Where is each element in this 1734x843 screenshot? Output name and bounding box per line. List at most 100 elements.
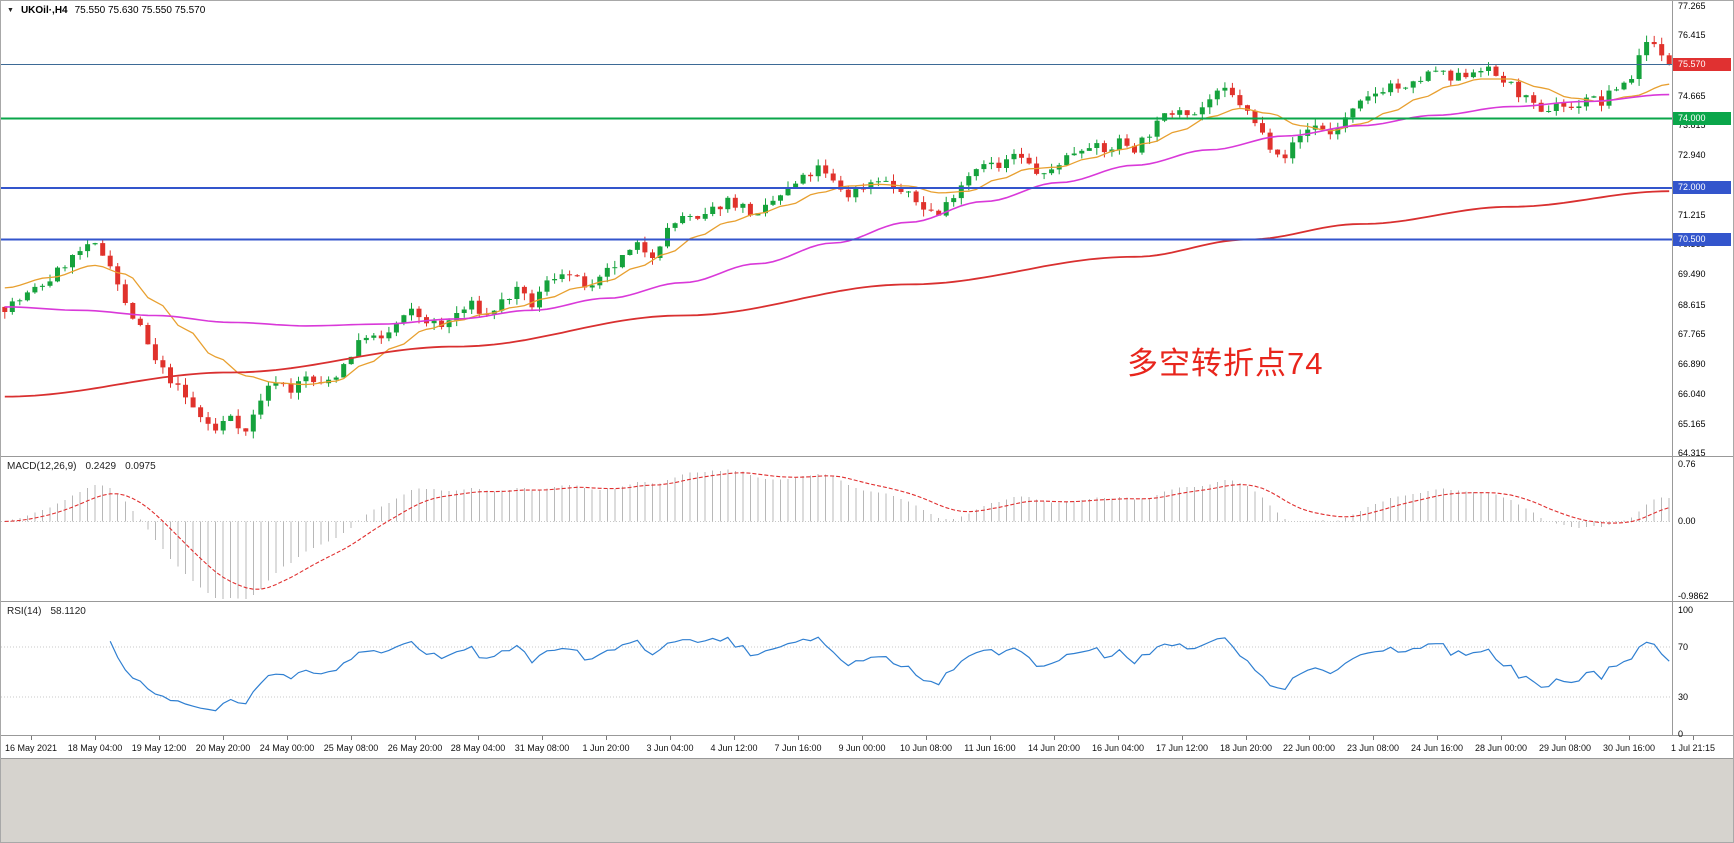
chart-annotation[interactable]: 多空转折点74 [1127, 346, 1324, 381]
price-axis-label: 76.415 [1678, 30, 1706, 40]
time-axis-tick [606, 736, 607, 740]
price-axis-label: 66.040 [1678, 389, 1706, 399]
time-axis-label: 9 Jun 00:00 [838, 743, 886, 753]
time-axis-label: 19 May 12:00 [131, 743, 187, 753]
time-axis-tick [1118, 736, 1119, 740]
macd-indicator-label: MACD(12,26,9) 0.2429 0.0975 [7, 461, 156, 472]
time-axis-label: 16 Jun 04:00 [1091, 743, 1145, 753]
price-axis-label: 74.665 [1678, 91, 1706, 101]
time-axis-tick [159, 736, 160, 740]
time-axis-tick [415, 736, 416, 740]
time-axis-tick [862, 736, 863, 740]
time-axis-tick [1565, 736, 1566, 740]
price-axis-label: 71.215 [1678, 210, 1706, 220]
bottom-strip [1, 758, 1733, 842]
time-axis-label: 1 Jul 21:15 [1670, 743, 1716, 753]
time-axis-label: 11 Jun 16:00 [964, 743, 1016, 753]
rsi-axis-label: 70 [1678, 642, 1689, 652]
time-axis-label: 23 Jun 08:00 [1346, 743, 1400, 753]
symbol-ohlc-bar: ▼ UKOil·,H4 75.550 75.630 75.550 75.570 [7, 5, 205, 16]
time-axis-tick [542, 736, 543, 740]
time-axis-tick [1246, 736, 1247, 740]
time-axis-tick [1182, 736, 1183, 740]
price-axis-label: 77.265 [1678, 1, 1706, 11]
time-axis[interactable]: 16 May 2021 18 May 04:00 19 May 12:00 20 Ma… [1, 736, 1733, 758]
time-axis-label: 17 Jun 12:00 [1155, 743, 1209, 753]
macd-value: 0.2429 [85, 461, 117, 472]
candlestick-chart[interactable] [1, 1, 1673, 456]
macd-axis-label: 0.00 [1678, 516, 1696, 526]
macd-axis[interactable]: 0.76 0.00 -0.9862 [1672, 457, 1733, 601]
price-axis-label: 64.315 [1678, 448, 1706, 458]
price-axis-label: 68.615 [1678, 300, 1706, 310]
rsi-chart[interactable] [1, 602, 1673, 735]
time-axis-tick [478, 736, 479, 740]
price-axis-label: 66.890 [1678, 359, 1706, 369]
price-axis-label: 67.765 [1678, 329, 1706, 339]
time-axis-label: 31 May 08:00 [514, 743, 570, 753]
time-axis-label: 24 Jun 16:00 [1410, 743, 1464, 753]
macd-axis-label: -0.9862 [1678, 591, 1709, 601]
time-axis-tick [1501, 736, 1502, 740]
price-axis[interactable]: 77.26576.41574.66573.81572.94071.21570.3… [1672, 1, 1733, 458]
time-axis-tick [223, 736, 224, 740]
time-axis-tick [798, 736, 799, 740]
time-axis-label: 30 Jun 16:00 [1602, 743, 1656, 753]
macd-panel[interactable]: MACD(12,26,9) 0.2429 0.0975 0.76 0.00 -0.9… [1, 457, 1733, 602]
time-axis-label: 18 Jun 20:00 [1219, 743, 1273, 753]
time-axis-tick [287, 736, 288, 740]
rsi-panel[interactable]: RSI(14) 58.1120 100 70 30 0 [1, 602, 1733, 739]
macd-axis-label: 0.76 [1678, 459, 1696, 469]
time-axis-tick [1437, 736, 1438, 740]
macd-name: MACD(12,26,9) [7, 461, 77, 472]
time-axis-label: 18 May 04:00 [67, 743, 123, 753]
rsi-axis-label: 0 [1678, 729, 1684, 739]
time-axis-label: 22 Jun 00:00 [1282, 743, 1336, 753]
time-axis-label: 3 Jun 04:00 [646, 743, 694, 753]
price-badge-current-price: 75.570 [1673, 58, 1731, 71]
ohlc-values-label: 75.550 75.630 75.550 75.570 [74, 5, 206, 16]
time-axis-tick [1629, 736, 1630, 740]
time-axis-tick [1054, 736, 1055, 740]
time-axis-label: 28 Jun 00:00 [1474, 743, 1528, 753]
time-axis-tick [1693, 736, 1694, 740]
time-axis-label: 1 Jun 20:00 [582, 743, 630, 753]
rsi-axis-label: 30 [1678, 692, 1689, 702]
macd-signal-value: 0.0975 [125, 461, 156, 472]
rsi-axis-label: 100 [1678, 605, 1694, 615]
time-axis-label: 14 Jun 20:00 [1027, 743, 1081, 753]
time-axis-tick [351, 736, 352, 740]
time-axis-tick [1309, 736, 1310, 740]
rsi-axis[interactable]: 100 70 30 0 [1672, 602, 1733, 739]
time-axis-tick [31, 736, 32, 740]
symbol-timeframe-label: UKOil·,H4 [20, 5, 68, 16]
time-axis-label: 26 May 20:00 [387, 743, 443, 753]
time-axis-tick [95, 736, 96, 740]
time-axis-label: 28 May 04:00 [450, 743, 506, 753]
time-axis-label: 25 May 08:00 [323, 743, 379, 753]
time-axis-tick [990, 736, 991, 740]
rsi-indicator-label: RSI(14) 58.1120 [7, 606, 86, 617]
macd-chart[interactable] [1, 457, 1673, 601]
time-axis-tick [1373, 736, 1374, 740]
time-axis-tick [734, 736, 735, 740]
time-axis-label: 29 Jun 08:00 [1538, 743, 1592, 753]
time-axis-label: 7 Jun 16:00 [774, 743, 822, 753]
time-axis-tick [670, 736, 671, 740]
price-badge-level-70-50: 70.500 [1673, 233, 1731, 246]
chart-dropdown-icon[interactable]: ▼ [7, 7, 14, 14]
price-axis-label: 72.940 [1678, 150, 1706, 160]
price-badge-level-74: 74.000 [1673, 112, 1731, 125]
time-axis-label: 10 Jun 08:00 [899, 743, 953, 753]
price-axis-label: 73.815 [1678, 120, 1706, 130]
time-axis-tick [926, 736, 927, 740]
time-axis-label: 24 May 00:00 [259, 743, 315, 753]
price-axis-label: 65.165 [1678, 419, 1706, 429]
time-axis-label: 4 Jun 12:00 [710, 743, 758, 753]
price-axis-label: 69.490 [1678, 269, 1706, 279]
price-badge-level-72: 72.000 [1673, 181, 1731, 194]
main-price-chart-panel[interactable]: ▼ UKOil·,H4 75.550 75.630 75.550 75.570 … [1, 1, 1733, 458]
time-axis-label: 20 May 20:00 [195, 743, 251, 753]
rsi-value: 58.1120 [50, 606, 86, 617]
